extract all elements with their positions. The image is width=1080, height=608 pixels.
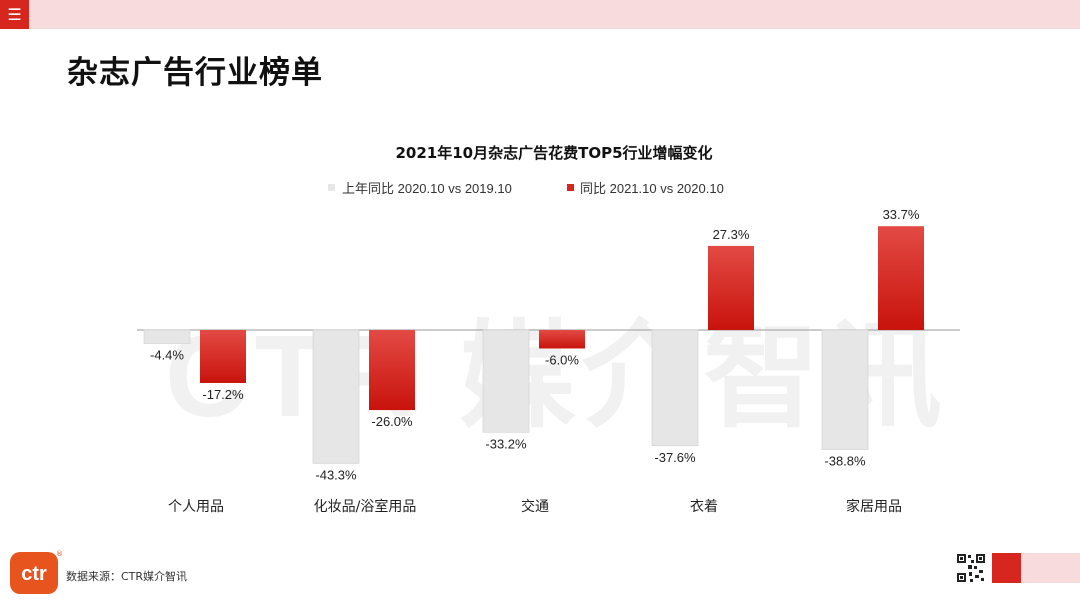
category-label-3: 衣着 [690,499,718,515]
data-label-prev-year-4: -38.8% [824,454,866,469]
top-band [0,0,1080,29]
data-label-current-year-2: -6.0% [545,352,579,367]
category-label-2: 交通 [521,498,549,515]
legend-label-current-year: 同比 2021.10 vs 2020.10 [580,181,724,196]
category-label-1: 化妆品/浴室用品 [314,498,417,515]
category-label-0: 个人用品 [168,499,224,515]
bar-current-year-4 [878,226,924,330]
footer-pink-block [1021,553,1080,583]
data-label-current-year-4: 33.7% [883,207,920,222]
data-label-prev-year-1: -43.3% [315,467,357,482]
bar-prev-year-2 [482,329,530,433]
data-label-current-year-1: -26.0% [371,414,413,429]
bar-current-year-0 [200,330,246,383]
legend: 上年同比 2020.10 vs 2019.10 同比 2021.10 vs 20… [328,181,724,196]
data-label-prev-year-2: -33.2% [485,436,527,451]
bar-prev-year-4 [821,329,869,450]
bar-prev-year-0 [143,329,191,344]
bar-prev-year-3 [651,329,699,447]
hamburger-menu-icon[interactable]: ☰ [0,0,29,29]
page-title: 杂志广告行业榜单 [67,55,323,91]
bar-prev-year-1 [312,329,360,464]
registered-mark: ® [56,550,63,558]
data-source: 数据来源：CTR媒介智讯 [66,570,188,583]
bar-current-year-3 [708,245,754,330]
legend-swatch-prev-year [328,184,335,191]
legend-label-prev-year: 上年同比 2020.10 vs 2019.10 [342,181,512,196]
footer-red-block [992,553,1021,583]
category-label-4: 家居用品 [846,498,902,515]
data-label-current-year-3: 27.3% [713,227,750,242]
qr-code-icon [956,553,986,583]
bar-current-year-2 [539,330,585,349]
svg-text:ctr: ctr [21,563,47,585]
bar-current-year-1 [369,330,415,411]
data-label-prev-year-0: -4.4% [150,348,184,363]
ctr-logo: ctr [10,552,58,594]
legend-swatch-current-year [567,184,574,191]
data-label-prev-year-3: -37.6% [654,450,696,465]
bars-group: -4.4% -43.3% -33.2% -37.6% -38.8% -17.2% -26.0… [143,207,924,515]
chart-title: 2021年10月杂志广告花费TOP5行业增幅变化 [395,144,712,162]
data-label-current-year-0: -17.2% [202,387,244,402]
